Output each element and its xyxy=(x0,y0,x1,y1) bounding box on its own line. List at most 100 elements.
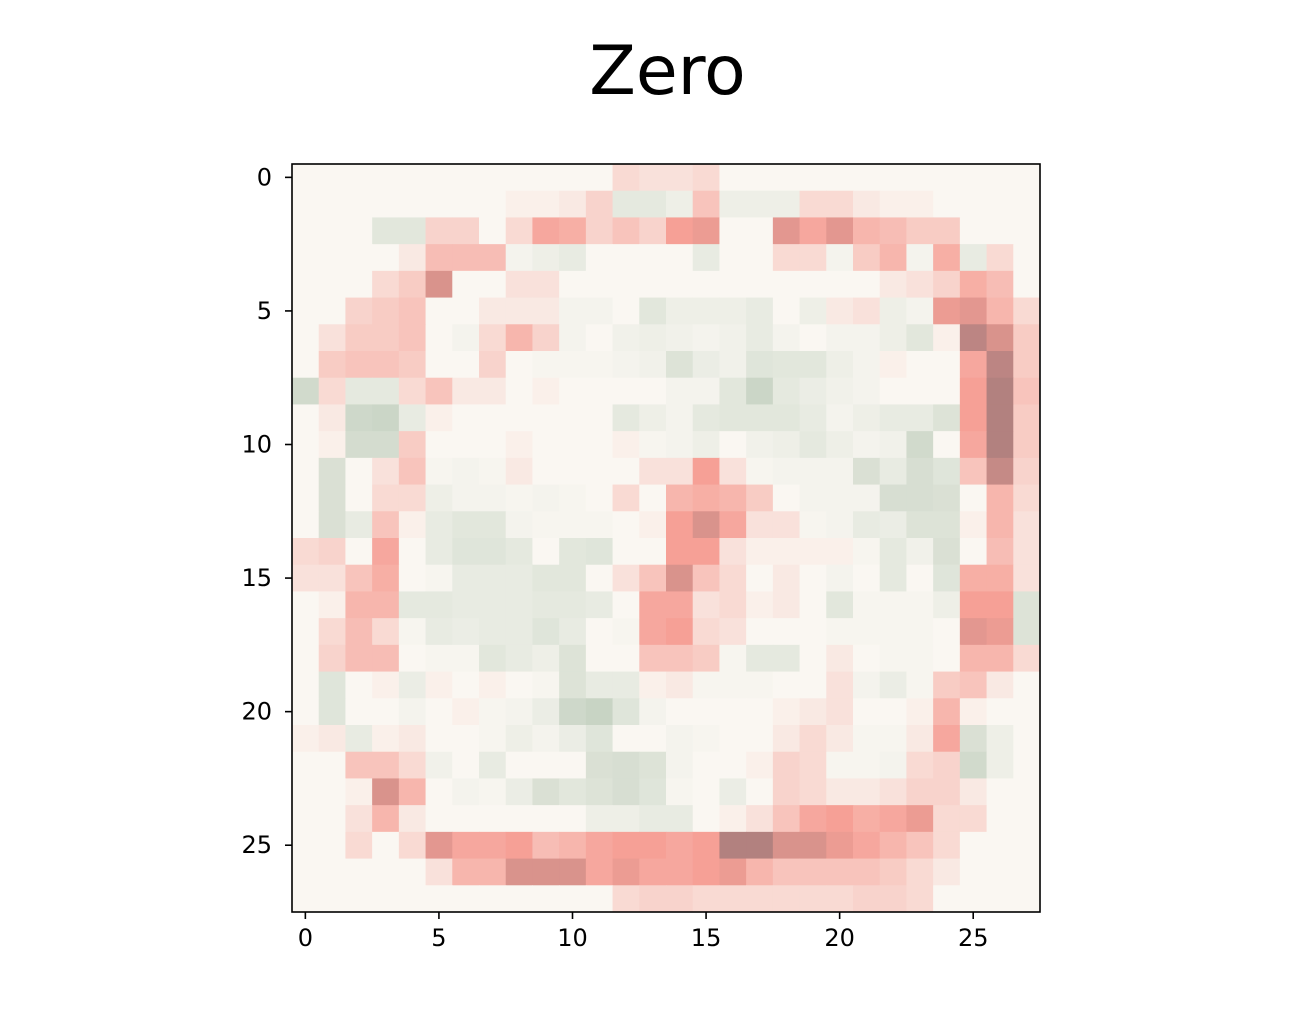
heatmap-cell xyxy=(559,324,587,352)
heatmap-cell xyxy=(1013,831,1041,860)
heatmap-cell xyxy=(505,377,533,405)
heatmap-cell xyxy=(345,351,373,379)
heatmap-cell xyxy=(666,270,694,299)
heatmap-cell xyxy=(933,618,961,646)
heatmap-cell xyxy=(746,778,774,806)
heatmap-cell xyxy=(853,351,881,379)
heatmap-cell xyxy=(612,484,640,512)
heatmap-cell xyxy=(479,644,507,673)
heatmap-cell xyxy=(345,564,373,592)
heatmap-cell xyxy=(799,190,827,218)
heatmap-cell xyxy=(666,164,694,192)
heatmap-cell xyxy=(959,351,988,379)
heatmap-cell xyxy=(826,644,854,673)
heatmap-cell xyxy=(746,831,774,860)
heatmap-cell xyxy=(479,164,507,192)
heatmap-cell xyxy=(532,858,560,886)
heatmap-cell xyxy=(505,244,533,272)
heatmap-cell xyxy=(372,805,400,833)
heatmap-cell xyxy=(1013,885,1041,913)
heatmap-cell xyxy=(479,778,507,806)
heatmap-cell xyxy=(532,484,560,512)
heatmap-cell xyxy=(479,457,507,486)
heatmap-cell xyxy=(505,457,533,486)
heatmap-cell xyxy=(612,591,640,619)
heatmap-cell xyxy=(799,351,827,379)
chart-title: Zero xyxy=(589,32,746,111)
heatmap-cell xyxy=(853,831,881,860)
heatmap-cell xyxy=(986,618,1014,646)
heatmap-cell xyxy=(666,538,694,566)
heatmap-cell xyxy=(826,217,854,245)
heatmap-cell xyxy=(398,725,427,753)
heatmap-cell xyxy=(532,591,560,619)
heatmap-cell xyxy=(826,618,854,646)
heatmap-cell xyxy=(639,164,667,192)
heatmap-cell xyxy=(906,591,934,619)
heatmap-cell xyxy=(666,698,694,726)
heatmap-cell xyxy=(799,564,827,592)
heatmap-cell xyxy=(559,404,587,432)
heatmap-cell xyxy=(986,725,1014,753)
heatmap-cell xyxy=(959,564,988,592)
heatmap-cell xyxy=(559,431,587,459)
heatmap-cell xyxy=(879,484,907,512)
heatmap-cell xyxy=(933,831,961,860)
heatmap-cell xyxy=(425,538,453,566)
heatmap-cell xyxy=(505,805,533,833)
heatmap-cell xyxy=(425,805,453,833)
heatmap-cell xyxy=(772,511,801,539)
heatmap-cell xyxy=(799,618,827,646)
heatmap-cell xyxy=(505,484,533,512)
heatmap-cell xyxy=(479,591,507,619)
heatmap-cell xyxy=(879,324,907,352)
heatmap-cell xyxy=(666,190,694,218)
heatmap-cell xyxy=(318,270,346,299)
heatmap-cell xyxy=(986,431,1014,459)
heatmap-cell xyxy=(479,858,507,886)
heatmap-cell xyxy=(772,351,801,379)
heatmap-cell xyxy=(372,404,400,432)
heatmap-cell xyxy=(559,538,587,566)
heatmap-cell xyxy=(826,831,854,860)
heatmap-cell xyxy=(986,671,1014,699)
heatmap-cell xyxy=(826,190,854,218)
heatmap-cell xyxy=(372,538,400,566)
heatmap-cell xyxy=(559,297,587,325)
heatmap-cell xyxy=(372,725,400,753)
heatmap-cell xyxy=(826,324,854,352)
y-tick-label: 15 xyxy=(241,564,272,592)
heatmap-cell xyxy=(479,725,507,753)
heatmap-cell xyxy=(612,644,640,673)
heatmap-cell xyxy=(532,751,560,779)
heatmap-cell xyxy=(398,885,427,913)
heatmap-cell xyxy=(372,324,400,352)
heatmap-cell xyxy=(452,698,480,726)
heatmap-cell xyxy=(345,831,373,860)
heatmap-cell xyxy=(612,751,640,779)
heatmap-cell xyxy=(479,217,507,245)
heatmap-cell xyxy=(853,190,881,218)
heatmap-cell xyxy=(826,538,854,566)
heatmap-cell xyxy=(372,377,400,405)
x-tick-label: 25 xyxy=(958,924,989,952)
heatmap-cell xyxy=(666,618,694,646)
heatmap-cell xyxy=(853,751,881,779)
heatmap-cell xyxy=(826,457,854,486)
heatmap-cell xyxy=(772,297,801,325)
heatmap-cell xyxy=(692,778,720,806)
heatmap-cell xyxy=(986,778,1014,806)
heatmap-cell xyxy=(692,217,720,245)
heatmap-cell xyxy=(398,377,427,405)
heatmap-cell xyxy=(666,591,694,619)
heatmap-cell xyxy=(906,751,934,779)
heatmap-cell xyxy=(666,858,694,886)
heatmap-cell xyxy=(879,404,907,432)
heatmap-cell xyxy=(1013,564,1041,592)
heatmap-cell xyxy=(292,190,320,218)
heatmap-cell xyxy=(746,217,774,245)
heatmap-cell xyxy=(425,377,453,405)
heatmap-cell xyxy=(906,831,934,860)
heatmap-cell xyxy=(746,698,774,726)
